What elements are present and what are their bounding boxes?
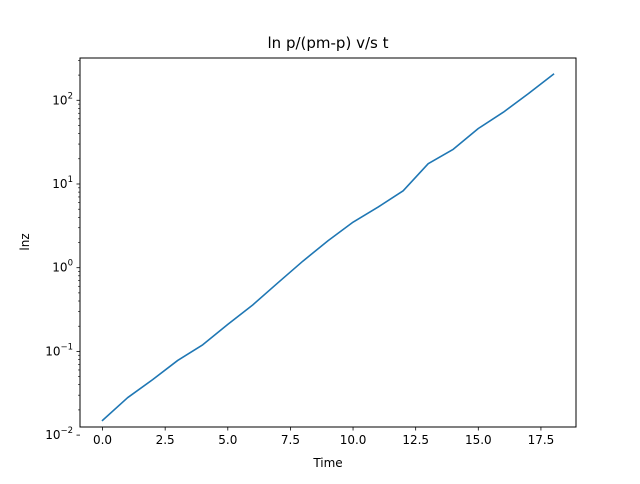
x-tick-label: 2.5 xyxy=(156,433,175,447)
y-tick-label-exponent: −2 xyxy=(60,426,73,436)
y-tick-label: 10−2 xyxy=(45,426,73,442)
y-tick-label-base: 10 xyxy=(45,344,60,358)
x-axis-label: Time xyxy=(312,456,342,470)
y-tick-label-exponent: 0 xyxy=(68,259,73,269)
y-tick-label: 101 xyxy=(52,175,73,191)
plot-area-frame xyxy=(79,57,577,428)
y-tick-label: 102 xyxy=(52,91,73,107)
series-line xyxy=(101,73,555,422)
chart-title: ln p/(pm-p) v/s t xyxy=(268,34,389,52)
x-tick-label: 5.0 xyxy=(218,433,237,447)
x-tick-label: 7.5 xyxy=(281,433,300,447)
x-tick-label: 10.0 xyxy=(340,433,367,447)
y-tick-label-exponent: 1 xyxy=(68,175,73,185)
x-tick-label: 15.0 xyxy=(465,433,492,447)
x-tick-label: 12.5 xyxy=(402,433,429,447)
y-tick-label: 10−1 xyxy=(45,342,73,358)
y-tick-label-base: 10 xyxy=(52,93,67,107)
y-axis-label: lnz xyxy=(18,233,32,250)
y-tick-label: 100 xyxy=(52,259,73,275)
y-tick-label-exponent: −1 xyxy=(60,342,73,352)
series-layer xyxy=(101,73,555,422)
x-tick-label: 0.0 xyxy=(93,433,112,447)
x-tick-label: 17.5 xyxy=(528,433,555,447)
y-tick-label-exponent: 2 xyxy=(68,91,73,101)
y-tick-label-base: 10 xyxy=(52,177,67,191)
y-tick-label-base: 10 xyxy=(52,261,67,275)
y-tick-label-base: 10 xyxy=(45,428,60,442)
x-axis-ticks: 0.0 2.5 5.0 7.5 10.0 12.5 15.0 17.5 xyxy=(93,427,554,447)
